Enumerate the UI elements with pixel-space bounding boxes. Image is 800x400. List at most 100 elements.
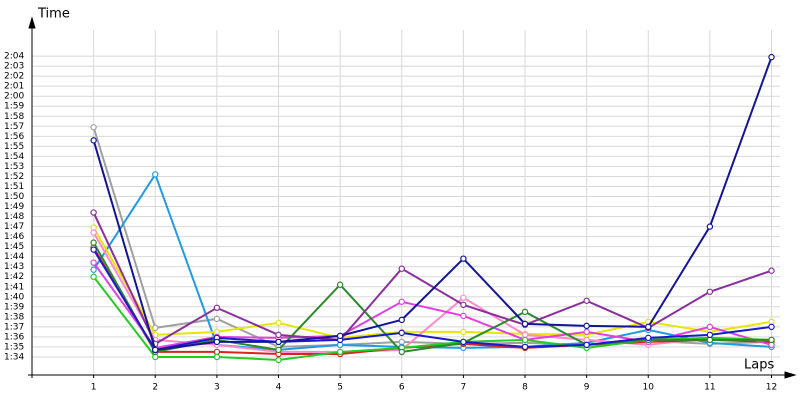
point bbox=[521, 343, 529, 351]
x-tick-label: 3 bbox=[214, 383, 220, 393]
y-tick-label: 1:46 bbox=[4, 232, 24, 242]
y-tick-label: 1:38 bbox=[4, 312, 24, 322]
x-tick-label: 9 bbox=[584, 383, 590, 393]
series bbox=[90, 124, 775, 351]
x-axis-title: Laps bbox=[744, 358, 774, 373]
series-line bbox=[92, 212, 772, 346]
y-tick-label: 1:41 bbox=[4, 282, 24, 292]
point bbox=[152, 324, 159, 332]
point bbox=[645, 334, 652, 342]
y-tick-label: 1:58 bbox=[4, 112, 24, 122]
point bbox=[90, 239, 97, 246]
point bbox=[460, 255, 467, 262]
y-tick-label: 1:55 bbox=[4, 142, 24, 152]
point bbox=[398, 329, 405, 337]
y-tick-label: 1:35 bbox=[4, 342, 24, 352]
y-tick-label: 1:53 bbox=[4, 162, 24, 172]
y-tick-label: 1:36 bbox=[4, 332, 24, 342]
point bbox=[90, 273, 97, 280]
y-tick-label: 1:42 bbox=[4, 272, 24, 282]
point bbox=[90, 259, 97, 266]
point bbox=[706, 288, 714, 295]
point bbox=[90, 137, 97, 144]
point bbox=[706, 223, 714, 230]
point bbox=[460, 338, 467, 346]
y-tick-label: 1:39 bbox=[4, 302, 24, 312]
point bbox=[460, 294, 467, 301]
point bbox=[275, 356, 282, 364]
point bbox=[460, 312, 467, 320]
point bbox=[275, 346, 282, 354]
y-tick-label: 2:04 bbox=[4, 52, 24, 62]
point bbox=[768, 323, 775, 331]
point bbox=[460, 328, 467, 336]
point bbox=[336, 281, 344, 288]
y-tick-label: 2:02 bbox=[4, 72, 24, 82]
y-tick-label: 1:57 bbox=[4, 122, 24, 132]
y-tick-label: 1:48 bbox=[4, 212, 24, 222]
point bbox=[90, 209, 97, 216]
x-tick-label: 12 bbox=[766, 383, 777, 393]
x-tick-label: 6 bbox=[399, 383, 405, 393]
x-tick-label: 5 bbox=[337, 383, 343, 393]
y-tick-label: 1:34 bbox=[4, 352, 24, 362]
point bbox=[213, 304, 221, 312]
x-tick-label: 1 bbox=[91, 383, 97, 393]
point bbox=[275, 331, 282, 339]
point bbox=[90, 124, 97, 131]
point bbox=[521, 336, 529, 344]
x-tick-label: 4 bbox=[276, 383, 282, 393]
series-line bbox=[92, 249, 772, 352]
series-line bbox=[92, 227, 772, 339]
point bbox=[398, 316, 405, 324]
point bbox=[213, 338, 221, 346]
x-tick-label: 8 bbox=[522, 383, 528, 393]
y-axis-arrow bbox=[28, 16, 36, 29]
y-tick-label: 1:44 bbox=[4, 252, 24, 262]
point bbox=[213, 353, 221, 361]
y-tick-label: 1:47 bbox=[4, 222, 24, 232]
point bbox=[275, 319, 282, 327]
y-tick-label: 1:51 bbox=[4, 182, 24, 192]
series-line bbox=[92, 56, 773, 352]
point bbox=[398, 348, 405, 356]
x-tick-label: 11 bbox=[704, 383, 715, 393]
point bbox=[398, 265, 405, 272]
x-tick-label: 2 bbox=[152, 383, 158, 393]
y-tick-label: 1:56 bbox=[4, 132, 24, 142]
point bbox=[460, 301, 467, 309]
y-tick-label: 1:37 bbox=[4, 322, 24, 332]
point bbox=[521, 308, 529, 316]
point bbox=[583, 297, 590, 304]
point bbox=[398, 298, 405, 305]
point bbox=[583, 322, 590, 330]
point bbox=[90, 266, 97, 273]
y-tick-label: 2:00 bbox=[4, 92, 24, 102]
point bbox=[90, 246, 97, 253]
y-axis-title: Time bbox=[37, 7, 70, 22]
point bbox=[706, 331, 714, 339]
point bbox=[90, 229, 97, 236]
point bbox=[336, 332, 344, 340]
grid bbox=[32, 30, 780, 375]
y-tick-label: 1:54 bbox=[4, 152, 24, 162]
x-tick-label: 10 bbox=[643, 383, 655, 393]
point bbox=[645, 323, 652, 331]
point bbox=[768, 336, 775, 344]
y-tick-label: 1:49 bbox=[4, 202, 24, 212]
point bbox=[152, 171, 159, 178]
y-tick-label: 1:45 bbox=[4, 242, 24, 252]
series-line bbox=[92, 127, 772, 348]
point bbox=[706, 323, 714, 331]
point bbox=[336, 348, 344, 356]
y-tick-label: 1:59 bbox=[4, 102, 24, 112]
point bbox=[521, 320, 529, 328]
point bbox=[152, 346, 159, 354]
y-tick-label: 1:40 bbox=[4, 292, 24, 302]
y-tick-label: 1:52 bbox=[4, 172, 24, 182]
axes bbox=[28, 16, 797, 379]
series bbox=[90, 53, 775, 354]
point bbox=[768, 53, 775, 61]
x-axis-arrow bbox=[784, 371, 797, 379]
